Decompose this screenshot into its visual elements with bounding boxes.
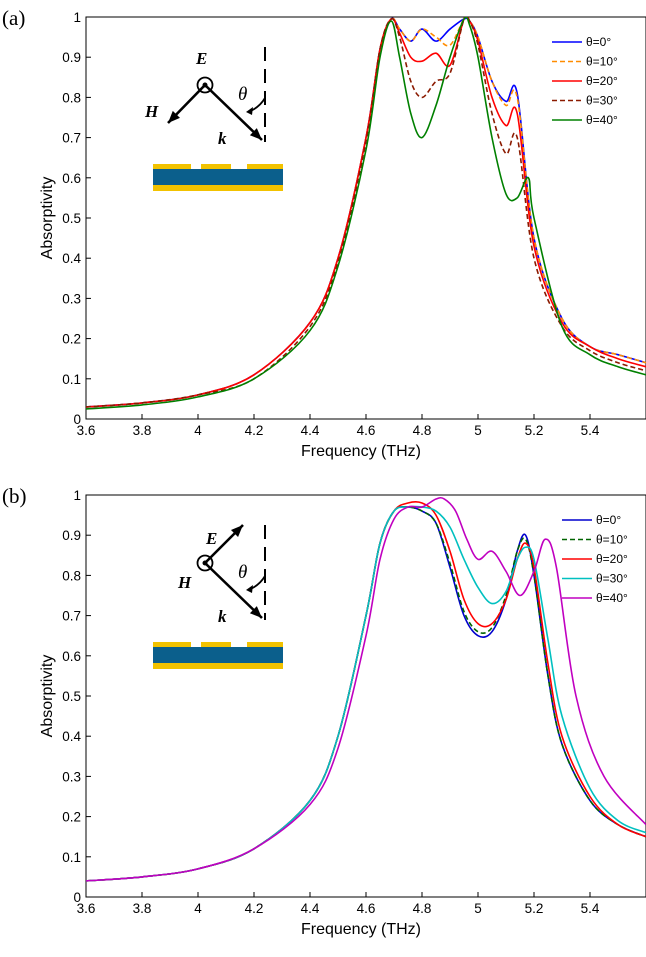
y-tick-label: 0.1	[62, 850, 81, 865]
x-tick-label: 4.8	[413, 423, 432, 438]
k-vector-label: k	[218, 129, 227, 148]
x-tick-label: 4.6	[357, 901, 376, 916]
series-line-4	[86, 505, 646, 882]
y-tick-label: 0.4	[62, 251, 81, 266]
theta-label: θ	[238, 562, 247, 583]
x-tick-label: 5.4	[581, 901, 600, 916]
y-tick-label: 0.5	[62, 211, 81, 226]
y-tick-label: 0.3	[62, 291, 81, 306]
x-tick-label: 5.2	[525, 901, 544, 916]
x-tick-label: 4.6	[357, 423, 376, 438]
y-tick-label: 0	[73, 412, 81, 427]
x-tick-label: 4.4	[301, 901, 320, 916]
x-tick-label: 4.8	[413, 901, 432, 916]
theta-label: θ	[238, 84, 247, 105]
x-tick-label: 5.4	[581, 423, 600, 438]
x-tick-label: 3.6	[77, 901, 96, 916]
y-axis-title: Absorptivity	[39, 177, 56, 260]
series-line-3	[86, 17, 646, 408]
dielectric-layer	[153, 647, 283, 663]
h-arrow-head	[168, 110, 180, 123]
angle-arc-head	[246, 107, 253, 115]
e-field-label: E	[195, 49, 207, 68]
legend-label: θ=10°	[586, 55, 618, 69]
y-axis-title: Absorptivity	[39, 655, 56, 738]
top-metal-patch	[153, 642, 191, 647]
series-line-4	[86, 17, 646, 408]
y-tick-label: 1	[73, 488, 81, 503]
panel-label: (b)	[2, 484, 27, 508]
y-tick-label: 1	[73, 10, 81, 25]
y-tick-label: 0.6	[62, 171, 81, 186]
x-tick-label: 3.6	[77, 423, 96, 438]
h-field-label: H	[144, 102, 159, 121]
legend-label: θ=20°	[586, 74, 618, 88]
ground-plane	[153, 663, 283, 669]
k-arrow-head	[249, 128, 262, 140]
y-tick-label: 0.9	[62, 50, 81, 65]
legend-label: θ=0°	[586, 35, 611, 49]
x-tick-label: 5	[474, 901, 482, 916]
top-metal-patch	[201, 164, 231, 169]
k-vector-label: k	[218, 607, 227, 626]
legend-label: θ=30°	[586, 94, 618, 108]
legend-label: θ=40°	[596, 591, 628, 605]
y-tick-label: 0.3	[62, 769, 81, 784]
dielectric-layer	[153, 169, 283, 185]
y-tick-label: 0.7	[62, 609, 81, 624]
legend-label: θ=20°	[596, 552, 628, 566]
x-tick-label: 4	[194, 901, 202, 916]
inset-diagram: E Hk θ	[153, 524, 283, 669]
h-field-label: H	[177, 573, 192, 592]
ground-plane	[153, 185, 283, 191]
plot-frame	[85, 16, 646, 420]
chart-svg-b: 0 0.1 0.2 0.3 0.4 0.5 0.6 0.7 0.8 0.9 1 3.6 3.8 4 4.2 4…	[39, 488, 646, 938]
y-tick-label: 0.9	[62, 528, 81, 543]
inset-diagram: E Hk θ	[144, 47, 283, 191]
x-tick-label: 4	[194, 423, 202, 438]
x-tick-label: 3.8	[133, 423, 152, 438]
e-field-label: E	[205, 529, 217, 548]
angle-arc-head	[246, 585, 253, 593]
x-tick-label: 5.2	[525, 423, 544, 438]
y-tick-label: 0	[73, 890, 81, 905]
x-tick-label: 5	[474, 423, 482, 438]
k-arrow-shaft	[204, 562, 263, 619]
y-tick-label: 0.8	[62, 90, 81, 105]
y-tick-label: 0.2	[62, 810, 81, 825]
x-tick-label: 3.8	[133, 901, 152, 916]
y-tick-label: 0.8	[62, 568, 81, 583]
panel-label: (a)	[2, 6, 26, 30]
legend-label: θ=0°	[596, 513, 621, 527]
k-arrow-shaft	[204, 84, 263, 141]
legend-label: θ=40°	[586, 113, 618, 127]
series-line-5	[86, 496, 646, 882]
top-metal-patch	[153, 164, 191, 169]
plot-frame	[85, 494, 646, 898]
y-tick-label: 0.6	[62, 649, 81, 664]
e-arrow-head	[230, 525, 243, 538]
y-tick-label: 0.7	[62, 131, 81, 146]
legend-label: θ=10°	[596, 533, 628, 547]
x-axis-title: Frequency (THz)	[301, 921, 421, 938]
k-arrow-head	[249, 606, 262, 618]
series-line-2	[86, 505, 646, 882]
chart-svg-a: 0 0.1 0.2 0.3 0.4 0.5 0.6 0.7 0.8 0.9 1 3.6 3.8 4 4.2 4…	[39, 10, 646, 460]
x-axis-title: Frequency (THz)	[301, 443, 421, 460]
top-metal-patch	[201, 642, 231, 647]
y-tick-label: 0.4	[62, 729, 81, 744]
y-tick-label: 0.5	[62, 689, 81, 704]
top-metal-patch	[247, 164, 283, 169]
chart-panel-b: (b) 0 0.1 0.2 0.3 0.4 0.5 0.6 0.7 0.8 0.9 1 3.6 3.8 4…	[0, 478, 646, 956]
series-line-5	[86, 17, 646, 410]
y-tick-label: 0.2	[62, 332, 81, 347]
x-tick-label: 4.2	[245, 423, 264, 438]
chart-panel-a: (a) 0 0.1 0.2 0.3 0.4 0.5 0.6 0.7 0.8 0.9 1 3.6 3.8 4…	[0, 0, 646, 478]
x-tick-label: 4.4	[301, 423, 320, 438]
top-metal-patch	[247, 642, 283, 647]
x-tick-label: 4.2	[245, 901, 264, 916]
legend-label: θ=30°	[596, 572, 628, 586]
y-tick-label: 0.1	[62, 372, 81, 387]
